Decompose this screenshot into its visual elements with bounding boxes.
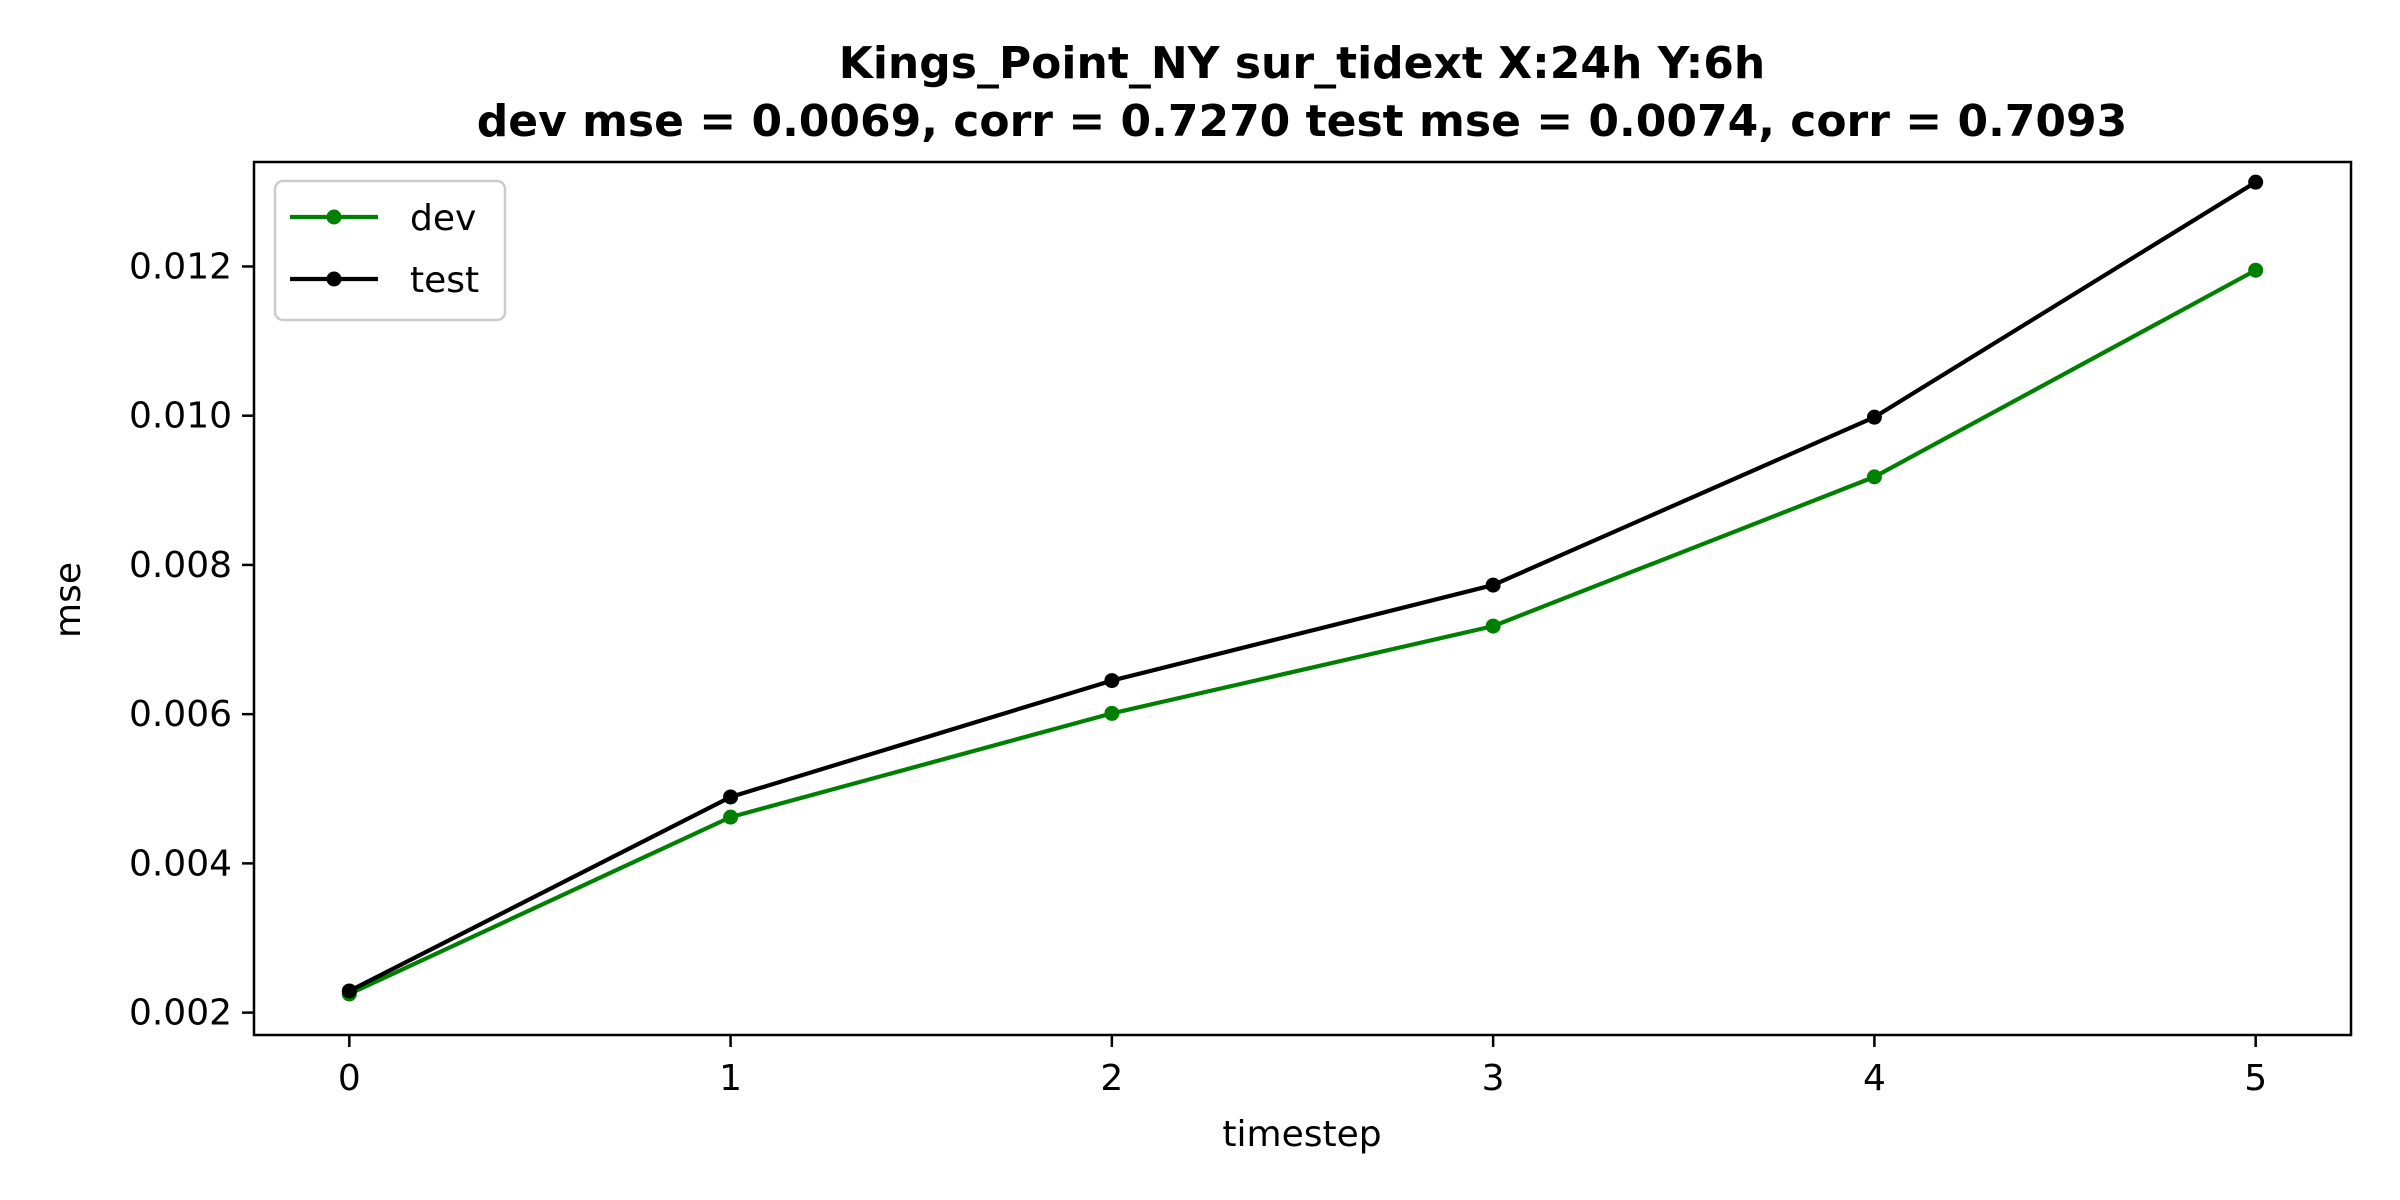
x-tick-label: 0 — [338, 1058, 361, 1099]
legend-label-test: test — [410, 260, 479, 301]
y-axis-ticks: 0.002 0.004 0.006 0.008 0.010 0.012 — [129, 246, 254, 1034]
series-line-dev — [346, 267, 2259, 997]
y-tick-label: 0.012 — [129, 246, 232, 287]
plot-frame — [252, 160, 2353, 1037]
data-point-dev — [1485, 618, 1501, 634]
x-axis-ticks: 0 1 2 3 4 5 — [338, 1035, 2267, 1099]
data-point-test — [2248, 174, 2264, 190]
x-tick-label: 5 — [2244, 1058, 2267, 1099]
chart-subtitle: dev mse = 0.0069, corr = 0.7270 test mse… — [477, 96, 2128, 147]
data-point-test — [1866, 409, 1882, 425]
y-tick-label: 0.008 — [129, 545, 232, 586]
x-tick-label: 1 — [719, 1058, 742, 1099]
data-point-test — [1104, 673, 1120, 689]
legend-marker-dev — [326, 209, 342, 225]
x-axis-label: timestep — [1222, 1114, 1381, 1155]
data-point-dev — [723, 809, 739, 825]
x-tick-label: 4 — [1863, 1058, 1886, 1099]
y-tick-label: 0.010 — [129, 396, 232, 437]
legend-marker-test — [326, 271, 342, 287]
y-tick-label: 0.002 — [129, 993, 232, 1034]
legend-entries: dev test — [290, 198, 479, 301]
data-point-test — [723, 789, 739, 805]
series-line-test — [346, 179, 2259, 994]
data-point-test — [341, 983, 357, 999]
series-layer — [341, 174, 2264, 1002]
y-tick-label: 0.006 — [129, 694, 232, 735]
data-point-test — [1485, 577, 1501, 593]
legend: dev test — [273, 179, 507, 322]
chart-title: Kings_Point_NY sur_tidext X:24h Y:6h — [839, 38, 1765, 89]
data-point-dev — [2248, 262, 2264, 278]
data-point-dev — [1866, 469, 1882, 485]
x-tick-label: 2 — [1100, 1058, 1123, 1099]
data-point-dev — [1104, 705, 1120, 721]
x-tick-label: 3 — [1482, 1058, 1505, 1099]
y-axis-label: mse — [48, 562, 89, 638]
y-tick-label: 0.004 — [129, 843, 232, 884]
legend-label-dev: dev — [410, 198, 476, 239]
